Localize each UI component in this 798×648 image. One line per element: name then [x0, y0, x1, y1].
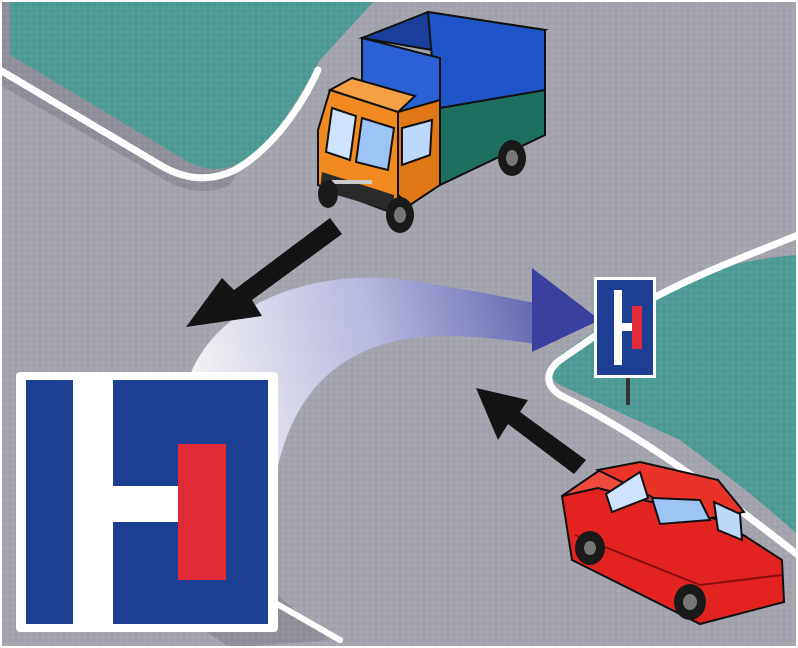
- dead-end-road-sign-icon: [594, 277, 656, 405]
- dead-end-road-sign-icon: [16, 372, 278, 632]
- car-icon: [560, 460, 786, 626]
- truck-icon: [317, 10, 549, 233]
- straight-arrow-icon: [186, 218, 342, 327]
- straight-arrow-icon: [476, 388, 586, 474]
- curved-arrow-icon: [190, 268, 600, 480]
